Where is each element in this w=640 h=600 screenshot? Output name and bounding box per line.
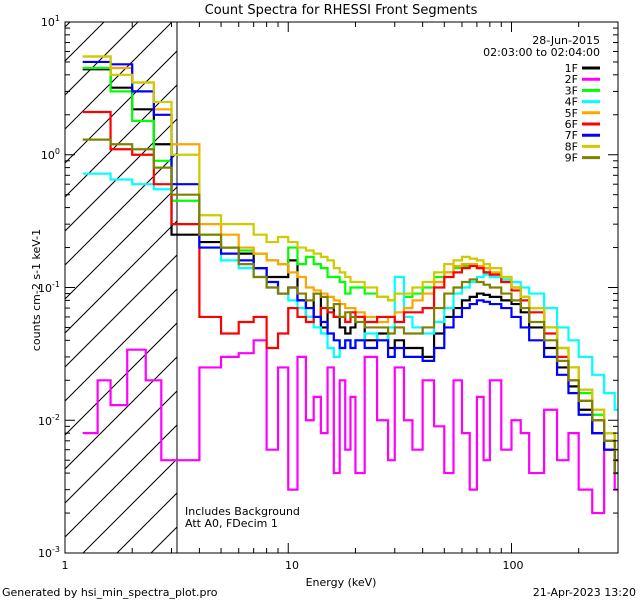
legend-label-1F: 1F [565, 62, 578, 75]
chart-title: Count Spectra for RHESSI Front Segments [205, 3, 478, 18]
y-axis-label: counts cm-2 s-1 keV-1 [30, 229, 43, 351]
legend-label-5F: 5F [565, 107, 578, 120]
legend-label-6F: 6F [565, 118, 578, 131]
legend-label-4F: 4F [565, 96, 578, 109]
legend-label-9F: 9F [565, 152, 578, 165]
x-axis-label: Energy (keV) [306, 576, 377, 589]
series-2F [82, 339, 618, 515]
x-tick-label-10: 10 [285, 559, 299, 572]
x-tick-label-1: 1 [62, 559, 69, 572]
annotation-attenuator: Att A0, FDecim 1 [185, 517, 278, 530]
legend-label-7F: 7F [565, 129, 578, 142]
series-layer [82, 55, 618, 515]
y-tick-label-1e-2: 10-2 [38, 413, 60, 428]
y-tick-label-1e-3: 10-3 [38, 545, 60, 560]
footer-generated-by: Generated by hsi_min_spectra_plot.pro [2, 586, 218, 599]
time-range-label: 02:03:00 to 02:04:00 [483, 46, 600, 59]
series-3F [82, 66, 618, 451]
legend-label-8F: 8F [565, 140, 578, 153]
x-tick-label-100: 100 [503, 559, 524, 572]
y-tick-label-1e-1: 10-1 [38, 280, 60, 295]
legend-label-2F: 2F [565, 73, 578, 86]
y-tick-label-1e1: 101 [41, 14, 60, 29]
footer-timestamp: 21-Apr-2023 13:20 [533, 586, 636, 599]
y-tick-label-1e0: 100 [41, 147, 60, 162]
series-9F [82, 138, 618, 475]
date-label: 28-Jun-2015 [532, 34, 600, 47]
legend-label-3F: 3F [565, 84, 578, 97]
annotation-background: Includes Background [185, 505, 300, 518]
axis-ticks [64, 21, 619, 554]
series-8F [82, 55, 618, 451]
